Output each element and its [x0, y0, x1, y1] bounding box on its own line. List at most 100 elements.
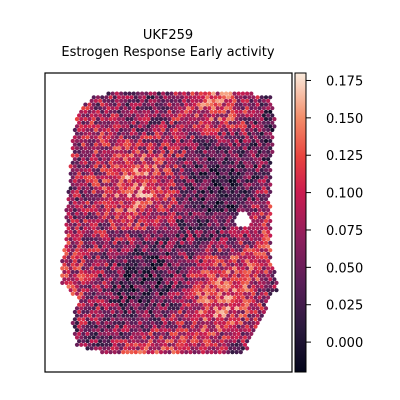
spot-point: [245, 120, 250, 125]
spot-point: [169, 135, 174, 140]
spot-point: [215, 98, 220, 103]
spot-point: [253, 273, 258, 278]
spot-point: [194, 215, 199, 220]
spot-point: [253, 280, 258, 285]
spot-point: [108, 248, 113, 253]
spot-point: [167, 342, 172, 347]
spot-point: [179, 299, 185, 304]
spot-point: [87, 204, 92, 209]
spot-point: [238, 255, 243, 260]
spot-point: [194, 244, 199, 249]
spot-point: [165, 149, 170, 154]
spot-point: [156, 215, 161, 220]
spot-point: [93, 135, 98, 140]
spot-point: [125, 277, 130, 282]
spot-point: [200, 197, 206, 202]
spot-point: [68, 208, 73, 213]
spot-point: [102, 142, 107, 147]
spot-point: [175, 117, 180, 122]
spot-point: [79, 160, 84, 165]
spot-point: [133, 284, 138, 289]
spot-point: [196, 109, 201, 114]
spot-point: [85, 142, 90, 147]
spot-point: [247, 138, 252, 144]
spot-point: [152, 222, 157, 227]
spot-point: [184, 138, 189, 144]
spot-point: [121, 218, 126, 224]
spot-point: [144, 113, 149, 118]
spot-point: [165, 164, 170, 169]
spot-point: [207, 229, 212, 235]
spot-point: [119, 222, 124, 227]
spot-point: [156, 149, 161, 154]
spot-point: [148, 259, 153, 264]
spot-point: [198, 346, 203, 351]
spot-point: [173, 309, 178, 315]
spot-point: [230, 168, 235, 173]
spot-point: [140, 171, 145, 176]
spot-point: [144, 149, 149, 154]
spot-point: [207, 280, 212, 285]
spot-point: [259, 197, 264, 202]
spot-point: [87, 102, 92, 107]
spot-point: [89, 280, 94, 285]
spot-point: [186, 280, 191, 285]
spot-point: [66, 284, 71, 289]
spot-point: [192, 291, 197, 296]
spot-point: [110, 346, 115, 351]
spot-point: [148, 171, 153, 176]
spot-point: [177, 295, 182, 300]
spot-point: [119, 91, 124, 96]
spot-point: [127, 280, 132, 285]
spot-point: [156, 171, 161, 176]
spot-point: [102, 200, 107, 205]
spot-point: [110, 127, 115, 133]
spot-point: [98, 106, 103, 111]
spot-point: [148, 193, 153, 198]
spot-point: [224, 309, 229, 315]
spot-point: [108, 117, 113, 122]
spot-point: [217, 146, 222, 151]
spot-point: [249, 273, 254, 278]
spot-point: [198, 244, 203, 249]
spot-point: [64, 280, 69, 285]
spot-point: [196, 204, 201, 209]
spot-point: [129, 269, 134, 275]
spot-point: [209, 226, 214, 231]
spot-point: [203, 157, 208, 162]
spot-point: [247, 211, 252, 216]
spot-point: [230, 197, 235, 202]
spot-point: [154, 138, 159, 144]
spot-point: [66, 248, 71, 253]
spot-point: [194, 149, 199, 154]
spot-point: [119, 295, 124, 300]
spot-point: [192, 342, 197, 347]
spot-point: [165, 244, 170, 249]
spot-point: [163, 189, 168, 194]
spot-point: [175, 160, 180, 165]
spot-point: [119, 251, 124, 256]
spot-point: [70, 226, 75, 231]
spot-point: [215, 244, 220, 249]
spot-point: [144, 215, 149, 220]
spot-point: [119, 215, 124, 220]
spot-point: [112, 328, 117, 333]
spot-point: [194, 127, 199, 133]
spot-point: [232, 331, 237, 336]
spot-point: [108, 226, 113, 231]
spot-point: [102, 273, 107, 278]
spot-point: [133, 277, 138, 282]
spot-point: [156, 266, 161, 271]
spot-point: [190, 295, 195, 300]
spot-point: [232, 273, 237, 278]
spot-point: [192, 146, 197, 151]
spot-point: [240, 106, 245, 111]
spot-point: [253, 266, 258, 271]
spot-point: [205, 328, 210, 333]
spot-point: [156, 244, 161, 249]
spot-point: [156, 91, 161, 96]
spot-point: [114, 237, 119, 242]
spot-point: [98, 288, 103, 293]
spot-point: [102, 98, 107, 103]
